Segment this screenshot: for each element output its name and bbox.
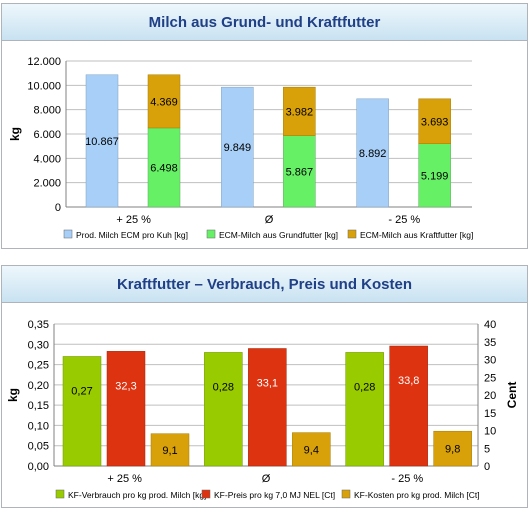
legend-swatch [55, 489, 65, 499]
y-right-tick-label: 30 [484, 355, 496, 367]
chart-panel-milk: Milch aus Grund- und Kraftfutter 0 2.000 4… [1, 3, 528, 249]
chart-header-milk: Milch aus Grund- und Kraftfutter [2, 4, 527, 41]
y-right-tick-label: 15 [484, 408, 496, 420]
data-label: 0,27 [71, 385, 92, 397]
milk-chart: 0 2.000 4.000 6.000 8.000 10.000 12.000 kg 10.86… [8, 56, 473, 240]
y-tick-label: 0,25 [28, 360, 49, 372]
bar-kf-preis [106, 351, 146, 467]
y-right-tick-label: 10 [484, 426, 496, 438]
y-tick-label: 2.000 [33, 178, 61, 190]
data-label: 33,8 [398, 375, 419, 387]
chart-panel-concentrate: Kraftfutter – Verbrauch, Preis und Koste… [1, 265, 528, 508]
data-label: 0,28 [354, 381, 375, 393]
x-tick-label: Ø [265, 214, 274, 226]
y-tick-label: 0,35 [28, 319, 49, 331]
y-tick-label: 0,15 [28, 400, 49, 412]
bar-kf-verbrauch [204, 352, 243, 467]
y-tick-label: 4.000 [33, 153, 61, 165]
bar-grundfutter [283, 135, 316, 208]
y-right-tick-label: 0 [484, 461, 490, 473]
data-label: 32,3 [115, 380, 136, 392]
bar-grundfutter [418, 143, 451, 208]
data-label: 33,1 [257, 377, 278, 389]
y-right-tick-label: 5 [484, 443, 490, 455]
bar-grundfutter [147, 127, 181, 208]
y-right-tick-label: 25 [484, 372, 496, 384]
bar-kf-verbrauch [62, 356, 102, 467]
x-tick-label: - 25 % [391, 473, 423, 485]
data-label: 6.498 [150, 162, 178, 174]
data-label: 9,8 [445, 444, 460, 456]
data-label: 3.982 [286, 106, 314, 118]
x-tick-label: Ø [262, 473, 271, 485]
legend-label: KF-Preis pro kg 7,0 MJ NEL [Ct] [214, 490, 335, 500]
data-label: 0,28 [213, 381, 234, 393]
data-label: 9.849 [224, 142, 252, 154]
legend-label: ECM-Milch aus Grundfutter [kg] [219, 230, 338, 240]
legend-swatch [201, 489, 211, 499]
bar-kraftfutter [147, 74, 181, 129]
y-tick-label: 0,05 [28, 441, 49, 453]
data-label: 5.199 [421, 170, 449, 182]
chart-header-concentrate: Kraftfutter – Verbrauch, Preis und Koste… [2, 266, 527, 303]
bar-kraftfutter [283, 86, 316, 136]
legend-label: ECM-Milch aus Kraftfutter [kg] [360, 230, 473, 240]
data-label: 3.693 [421, 116, 449, 128]
data-label: 5.867 [286, 166, 314, 178]
y-tick-label: 0,10 [28, 420, 49, 432]
data-label: 9,4 [304, 444, 319, 456]
legend-swatch [347, 229, 357, 239]
data-label: 4.369 [150, 96, 178, 108]
chart-title: Kraftfutter – Verbrauch, Preis und Koste… [116, 275, 413, 293]
x-tick-label: + 25 % [107, 473, 142, 485]
bar-kraftfutter [418, 98, 451, 144]
bar-prod-milk [85, 74, 119, 208]
y-tick-label: 0,20 [28, 380, 49, 392]
y-tick-label: 10.000 [27, 80, 61, 92]
y-axis-label: kg [6, 388, 20, 402]
bar-prod-milk [356, 98, 389, 208]
legend-swatch [63, 229, 73, 239]
y-right-tick-label: 40 [484, 319, 496, 331]
y-tick-label: 0,00 [28, 461, 49, 473]
bar-kf-kosten [150, 433, 190, 467]
bar-kf-preis [248, 348, 287, 467]
x-tick-label: + 25 % [116, 214, 151, 226]
y-tick-label: 6.000 [33, 129, 61, 141]
bar-kf-kosten [433, 430, 472, 467]
y-tick-label: 0,30 [28, 339, 49, 351]
legend-label: Prod. Milch ECM pro Kuh [kg] [76, 230, 188, 240]
bar-kf-preis [389, 345, 428, 467]
y-right-tick-label: 20 [484, 390, 496, 402]
bar-prod-milk [221, 86, 254, 208]
legend-swatch [341, 489, 351, 499]
data-label: 8.892 [359, 148, 387, 160]
y-axis-label: kg [8, 127, 22, 141]
y-tick-label: 0 [55, 202, 61, 214]
chart-title: Milch aus Grund- und Kraftfutter [148, 13, 381, 31]
y-tick-label: 8.000 [33, 105, 61, 117]
y-right-axis-label: Cent [505, 382, 519, 409]
bar-kf-kosten [292, 432, 331, 467]
data-label: 9,1 [162, 445, 177, 457]
y-tick-label: 12.000 [27, 56, 61, 68]
data-label: 10.867 [85, 136, 119, 148]
y-right-tick-label: 35 [484, 337, 496, 349]
legend-label: KF-Verbrauch pro kg prod. Milch [kg] [68, 490, 206, 500]
legend-swatch [206, 229, 216, 239]
concentrate-chart: 0,00 0,05 0,10 0,15 0,20 0,25 0,30 0,35 0 5 10 15 20… [6, 319, 519, 500]
bar-kf-verbrauch [345, 352, 384, 467]
x-tick-label: - 25 % [388, 214, 420, 226]
legend-label: KF-Kosten pro kg prod. Milch [Ct] [354, 490, 480, 500]
